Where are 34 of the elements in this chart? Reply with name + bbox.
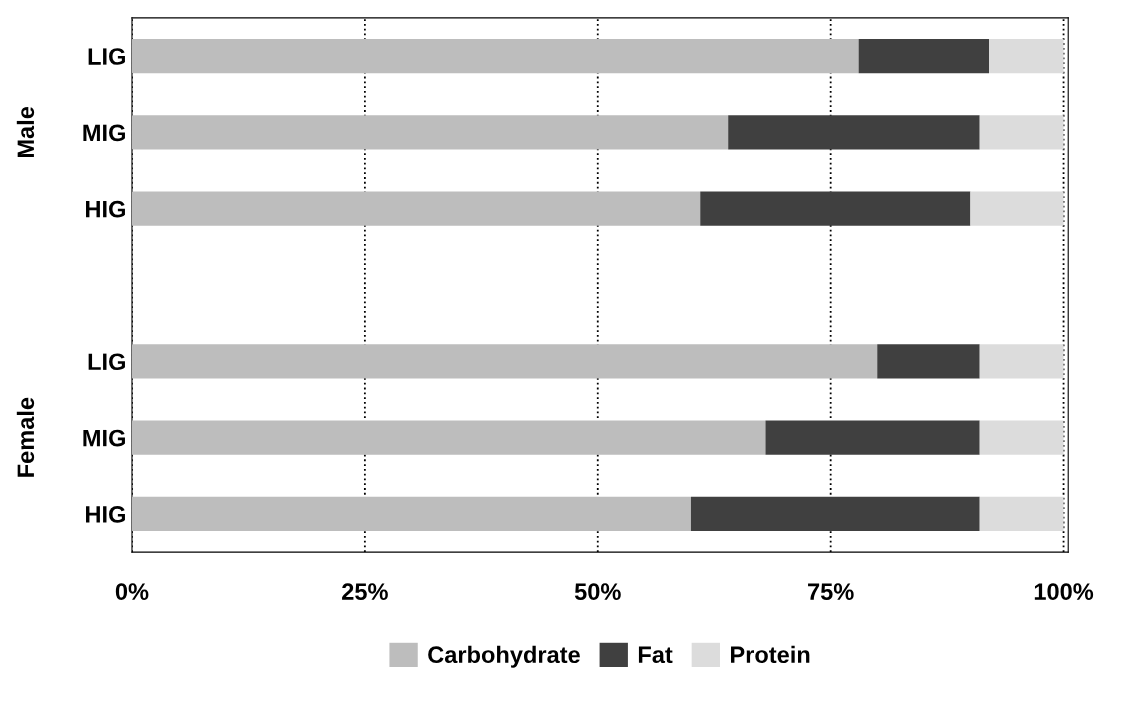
bar xyxy=(131,38,859,74)
bar xyxy=(131,191,701,226)
bar xyxy=(131,115,729,150)
y-tick-label: LIG xyxy=(88,48,125,65)
bar xyxy=(877,344,980,379)
text: Male xyxy=(16,106,35,158)
x-tick-label: 100% xyxy=(1034,583,1094,600)
legend-label: Protein xyxy=(731,645,810,664)
bar xyxy=(979,115,1064,150)
x-tick-label: 50% xyxy=(574,583,621,600)
bar xyxy=(131,420,766,455)
bar xyxy=(765,420,980,455)
x-tick-label: 75% xyxy=(808,583,854,600)
bar xyxy=(690,496,980,532)
legend-label: Fat xyxy=(638,646,673,664)
y-tick-label: MIG xyxy=(83,124,125,142)
bar xyxy=(970,191,1064,226)
bar xyxy=(989,38,1064,74)
y-tick-label: HIG xyxy=(86,506,125,523)
text: Female xyxy=(16,397,35,477)
bar xyxy=(131,344,878,379)
y-tick-label: LIG xyxy=(88,353,125,371)
x-tick-label: 0% xyxy=(115,583,149,600)
y-tick-label: MIG xyxy=(83,429,125,447)
bar xyxy=(728,115,980,150)
bar xyxy=(979,344,1064,379)
bar xyxy=(700,191,971,226)
legend-label: Carbohydrate xyxy=(428,645,580,668)
y-tick-label: HIG xyxy=(86,200,125,218)
bar xyxy=(858,38,990,74)
bar xyxy=(979,420,1064,455)
x-tick-label: 25% xyxy=(342,583,388,600)
bar xyxy=(979,496,1064,532)
bar xyxy=(131,496,691,532)
